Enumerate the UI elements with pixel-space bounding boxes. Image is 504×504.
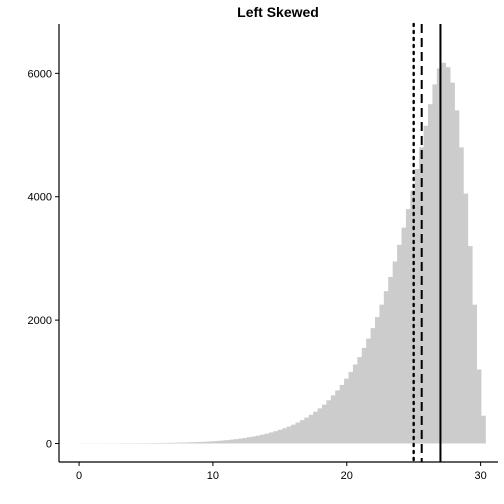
histogram-bar: [225, 440, 230, 443]
histogram-bar: [331, 395, 336, 443]
histogram-bar: [318, 408, 323, 443]
y-tick-label: 6000: [28, 68, 52, 80]
histogram-bar: [424, 126, 429, 444]
histogram-bar: [256, 436, 261, 444]
histogram-bar: [243, 438, 248, 444]
histogram-bar: [441, 63, 446, 444]
histogram-bar: [234, 439, 239, 443]
histogram-bar: [477, 369, 482, 443]
histogram-bar: [207, 441, 212, 443]
histogram-bar: [371, 328, 376, 443]
y-tick-label: 0: [46, 438, 52, 450]
histogram-bar: [459, 147, 464, 443]
histogram-bar: [406, 209, 411, 443]
histogram-bar: [344, 379, 349, 444]
histogram-bar: [291, 425, 296, 444]
histogram-bar: [428, 104, 433, 443]
histogram-bar: [265, 434, 270, 444]
histogram-bar: [446, 67, 451, 443]
histogram-bar: [309, 415, 314, 444]
histogram-bar: [194, 442, 199, 443]
histogram-bar: [296, 423, 301, 444]
histogram-bar: [384, 291, 389, 443]
x-tick-label: 0: [76, 470, 82, 482]
histogram-bar: [322, 405, 327, 444]
histogram-bar: [260, 435, 265, 444]
histogram-bar: [247, 437, 252, 443]
histogram-bar: [287, 427, 292, 444]
histogram-bar: [238, 439, 243, 444]
histogram-bar: [393, 262, 398, 444]
y-tick-label: 4000: [28, 192, 52, 204]
histogram-bar: [388, 277, 393, 444]
histogram-bar: [379, 305, 384, 444]
histogram-bar: [472, 305, 477, 444]
histogram-bar: [481, 416, 486, 444]
histogram-bar: [375, 317, 380, 443]
histogram-bar: [273, 431, 278, 443]
histogram-bar: [269, 432, 274, 443]
histogram-bar: [326, 400, 331, 443]
histogram-bar: [402, 228, 407, 444]
histogram-bar: [304, 418, 309, 444]
histogram-bar: [357, 357, 362, 443]
histogram-bar: [176, 443, 181, 444]
x-tick-label: 10: [207, 470, 219, 482]
histogram-bar: [362, 348, 367, 444]
histogram-bar: [353, 365, 358, 444]
histogram-bar: [190, 442, 195, 443]
histogram-bar: [335, 390, 340, 443]
histogram-bar: [159, 443, 164, 444]
histogram-bar: [212, 441, 217, 443]
histogram-bar: [455, 110, 460, 443]
histogram-bar: [198, 442, 203, 444]
histogram-bars: [79, 63, 486, 444]
histogram-bar: [463, 194, 468, 444]
histogram-bar: [251, 436, 256, 443]
histogram-bar: [220, 441, 225, 444]
x-tick-label: 30: [474, 470, 486, 482]
histogram-bar: [185, 442, 190, 443]
histogram-bar: [229, 440, 234, 444]
histogram-bar: [468, 246, 473, 443]
histogram-bar: [163, 443, 168, 444]
histogram-bar: [450, 83, 455, 444]
histogram-bar: [282, 428, 287, 443]
histogram-bar: [397, 245, 402, 444]
histogram-bar: [300, 420, 305, 443]
histogram-bar: [203, 442, 208, 444]
histogram-bar: [432, 84, 437, 443]
histogram-bar: [313, 412, 318, 444]
histogram-bar: [172, 443, 177, 444]
histogram-bar: [216, 441, 221, 444]
x-tick-label: 20: [341, 470, 353, 482]
histogram-bar: [349, 372, 354, 444]
histogram-bar: [415, 169, 420, 444]
chart-title: Left Skewed: [237, 4, 319, 20]
histogram-bar: [167, 443, 172, 444]
histogram-bar: [278, 430, 283, 444]
histogram-bar: [366, 339, 371, 444]
histogram-bar: [340, 385, 345, 444]
y-tick-label: 2000: [28, 315, 52, 327]
histogram-bar: [181, 443, 186, 444]
